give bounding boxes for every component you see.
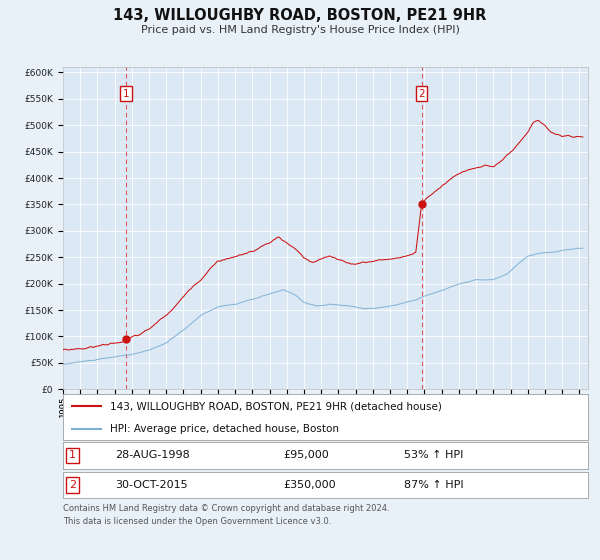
Text: Contains HM Land Registry data © Crown copyright and database right 2024.: Contains HM Land Registry data © Crown c…: [63, 504, 389, 513]
Text: 53% ↑ HPI: 53% ↑ HPI: [404, 450, 464, 460]
Text: 143, WILLOUGHBY ROAD, BOSTON, PE21 9HR: 143, WILLOUGHBY ROAD, BOSTON, PE21 9HR: [113, 8, 487, 24]
Text: 143, WILLOUGHBY ROAD, BOSTON, PE21 9HR (detached house): 143, WILLOUGHBY ROAD, BOSTON, PE21 9HR (…: [110, 401, 442, 411]
Text: £95,000: £95,000: [284, 450, 329, 460]
Text: 87% ↑ HPI: 87% ↑ HPI: [404, 480, 464, 490]
Text: 2: 2: [418, 88, 425, 99]
Text: 2: 2: [69, 480, 76, 490]
Text: HPI: Average price, detached house, Boston: HPI: Average price, detached house, Bost…: [110, 424, 339, 434]
Text: 1: 1: [69, 450, 76, 460]
Text: 30-OCT-2015: 30-OCT-2015: [115, 480, 188, 490]
Text: Price paid vs. HM Land Registry's House Price Index (HPI): Price paid vs. HM Land Registry's House …: [140, 25, 460, 35]
Text: This data is licensed under the Open Government Licence v3.0.: This data is licensed under the Open Gov…: [63, 517, 331, 526]
Text: £350,000: £350,000: [284, 480, 336, 490]
Text: 28-AUG-1998: 28-AUG-1998: [115, 450, 190, 460]
Text: 1: 1: [122, 88, 129, 99]
